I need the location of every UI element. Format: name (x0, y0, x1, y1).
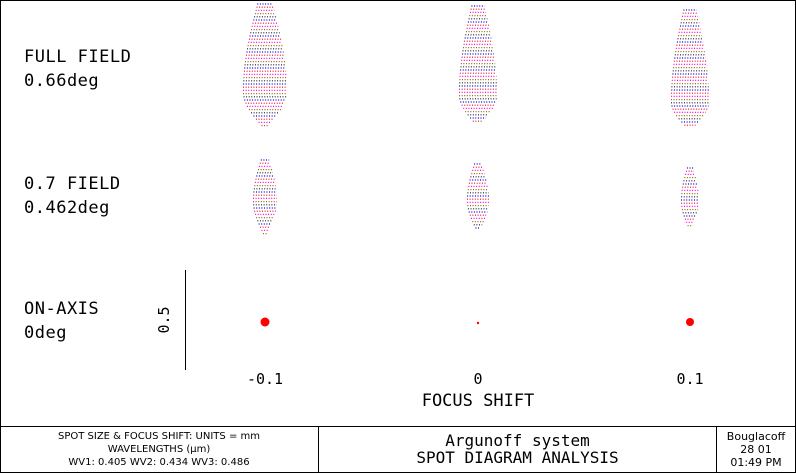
wavelengths-header: WAVELENGTHS (μm) (107, 444, 211, 455)
field-label-full: FULL FIELD 0.66deg (24, 45, 131, 93)
field-angle: 0.66deg (24, 71, 100, 91)
field-label-onaxis: ON-AXIS 0deg (24, 297, 99, 345)
id-box: Bouglacoff 28 01 01:49 PM (717, 427, 795, 473)
spot-diagram-canvas (243, 3, 709, 327)
author: Bouglacoff (726, 430, 786, 443)
spot-full-field-defocus-pos (671, 9, 709, 126)
spot-on-axis-defocus-neg (260, 317, 270, 327)
field-name: 0.7 FIELD (24, 174, 121, 194)
title-block: SPOT SIZE & FOCUS SHIFT: UNITS = mm WAVE… (0, 426, 796, 474)
x-tick-label: 0 (473, 370, 483, 388)
field-angle: 0deg (24, 323, 67, 343)
x-axis-title: FOCUS SHIFT (421, 391, 535, 411)
x-tick-label: 0.1 (676, 370, 704, 388)
field-name: FULL FIELD (24, 47, 132, 67)
spot-07-field-defocus-pos (681, 167, 699, 227)
scale-bar (185, 270, 186, 370)
field-angle: 0.462deg (24, 198, 110, 218)
field-name: ON-AXIS (24, 299, 100, 319)
chart-title: SPOT DIAGRAM ANALYSIS (416, 448, 619, 467)
spot-07-field-defocus-neg (253, 159, 277, 235)
title-box: Argunoff system SPOT DIAGRAM ANALYSIS (319, 427, 717, 473)
date: 28 01 (740, 443, 772, 456)
units-box: SPOT SIZE & FOCUS SHIFT: UNITS = mm WAVE… (0, 427, 319, 473)
spot-full-field-defocus-neg (243, 3, 287, 127)
x-tick-label: -0.1 (246, 370, 284, 388)
system-name: Argunoff system (445, 431, 590, 450)
spot-on-axis-focus (476, 321, 480, 325)
spot-on-axis-defocus-pos (686, 318, 694, 326)
spot-full-field-focus (459, 5, 497, 122)
wavelengths-values: WV1: 0.405 WV2: 0.434 WV3: 0.486 (68, 457, 250, 468)
spot-07-field-focus (467, 163, 489, 229)
time: 01:49 PM (730, 456, 782, 469)
field-label-07: 0.7 FIELD 0.462deg (24, 172, 121, 220)
units-line: SPOT SIZE & FOCUS SHIFT: UNITS = mm (58, 431, 260, 442)
